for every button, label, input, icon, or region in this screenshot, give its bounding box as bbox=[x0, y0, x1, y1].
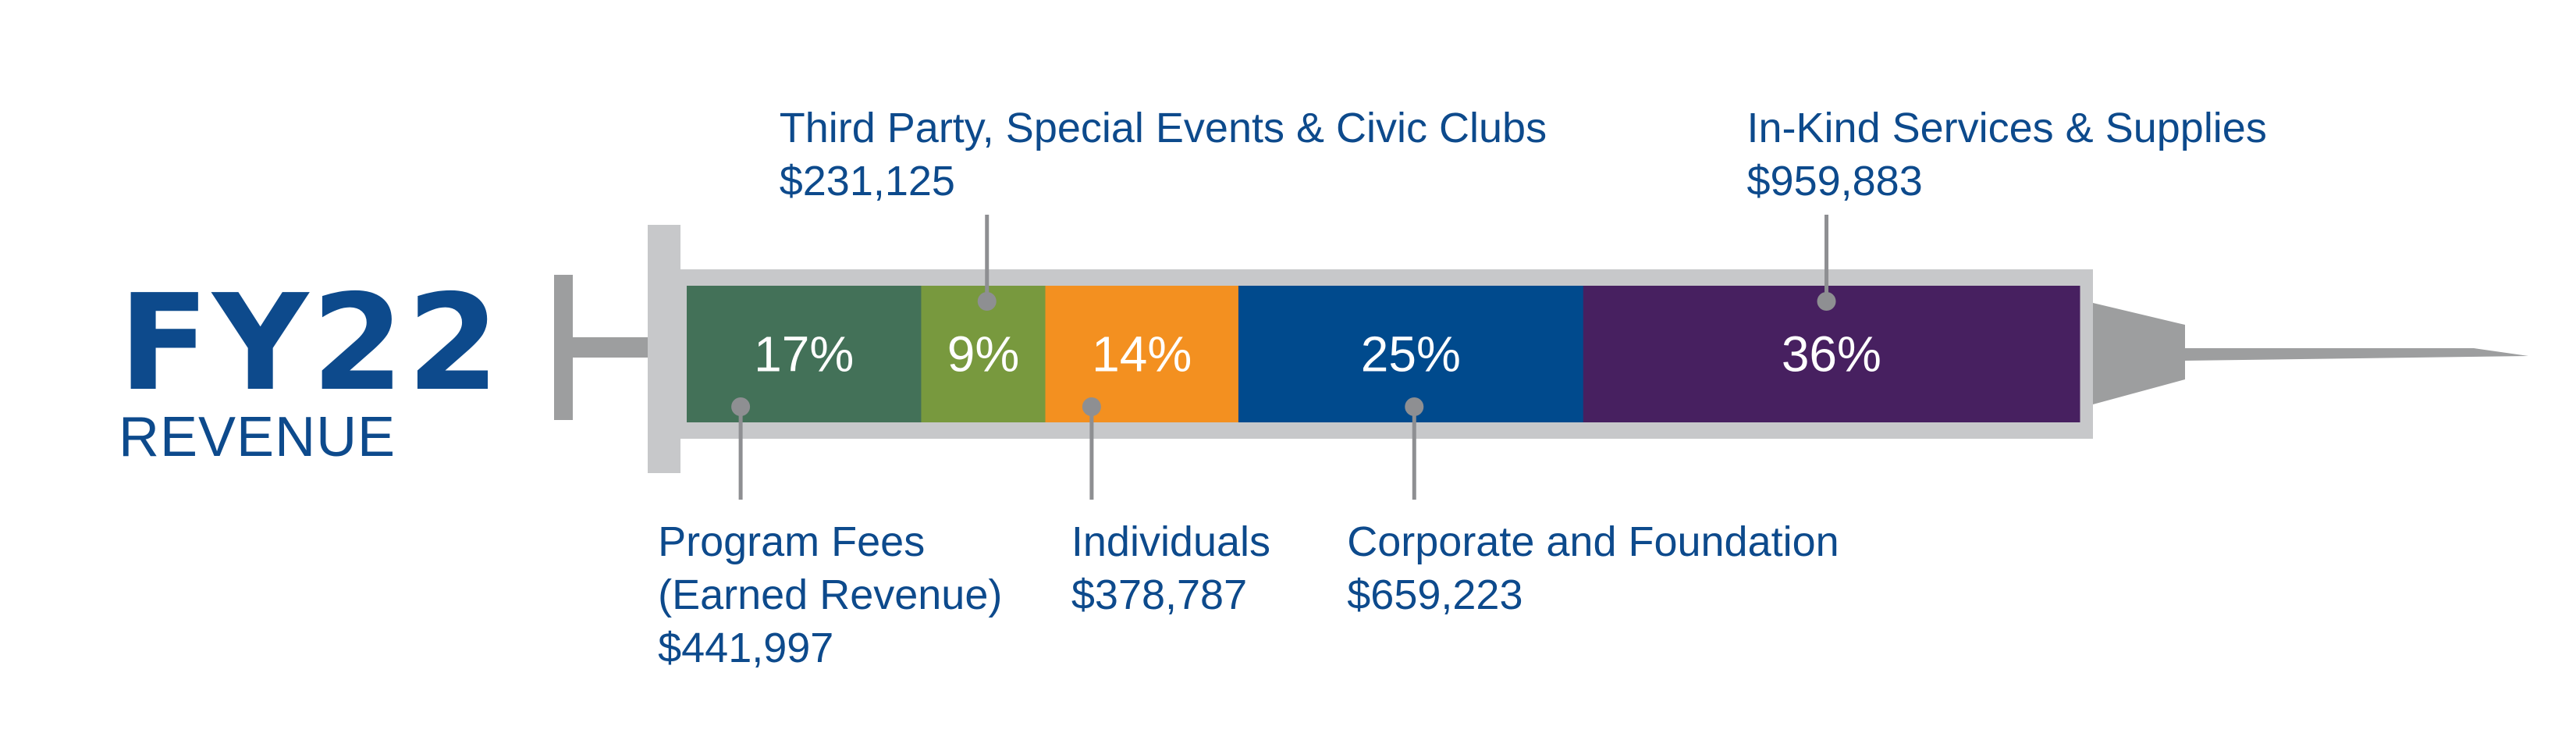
segment-percent-label: 17% bbox=[754, 326, 854, 383]
segment-category-label: Third Party, Special Events & Civic Club… bbox=[780, 105, 1547, 151]
needle-hub bbox=[2093, 303, 2185, 404]
bar-segment-3 bbox=[1045, 286, 1239, 422]
segment-amount-label: $441,997 bbox=[658, 625, 833, 671]
leader-dot bbox=[1817, 292, 1836, 311]
segment-amount-label: $231,125 bbox=[780, 158, 955, 205]
leader-dot bbox=[977, 292, 997, 311]
leader-dot bbox=[731, 397, 751, 416]
callouts: Program Fees (Earned Revenue) $441,997 Thir… bbox=[658, 105, 2267, 671]
chart-subtitle: REVENUE bbox=[119, 406, 396, 468]
segment-percent-label: 9% bbox=[947, 326, 1020, 383]
needle bbox=[2185, 348, 2528, 361]
segment-category-label: (Earned Revenue) bbox=[658, 571, 1002, 618]
segment-category-label: Corporate and Foundation bbox=[1347, 518, 1839, 565]
leader-dot bbox=[1082, 397, 1101, 416]
segment-amount-label: $378,787 bbox=[1071, 571, 1247, 618]
segment-amount-label: $659,223 bbox=[1347, 571, 1523, 618]
plunger-thumb bbox=[554, 275, 573, 420]
segment-amount-label: $959,883 bbox=[1747, 158, 1923, 205]
segment-percent-label: 36% bbox=[1782, 326, 1881, 383]
leader-dot bbox=[1405, 397, 1424, 416]
bar-segments: 17% 9% 14% 25% 36% bbox=[687, 286, 2080, 422]
segment-percent-label: 14% bbox=[1092, 326, 1192, 383]
plunger-rod bbox=[573, 337, 651, 358]
segment-percent-label: 25% bbox=[1361, 326, 1461, 383]
segment-category-label: In-Kind Services & Supplies bbox=[1747, 105, 2267, 151]
bar-segment-1 bbox=[687, 286, 922, 422]
title-block: FY22 REVENUE bbox=[119, 266, 503, 468]
chart-title: FY22 bbox=[119, 266, 503, 421]
segment-category-label: Individuals bbox=[1071, 518, 1270, 565]
segment-category-label: Program Fees bbox=[658, 518, 925, 565]
